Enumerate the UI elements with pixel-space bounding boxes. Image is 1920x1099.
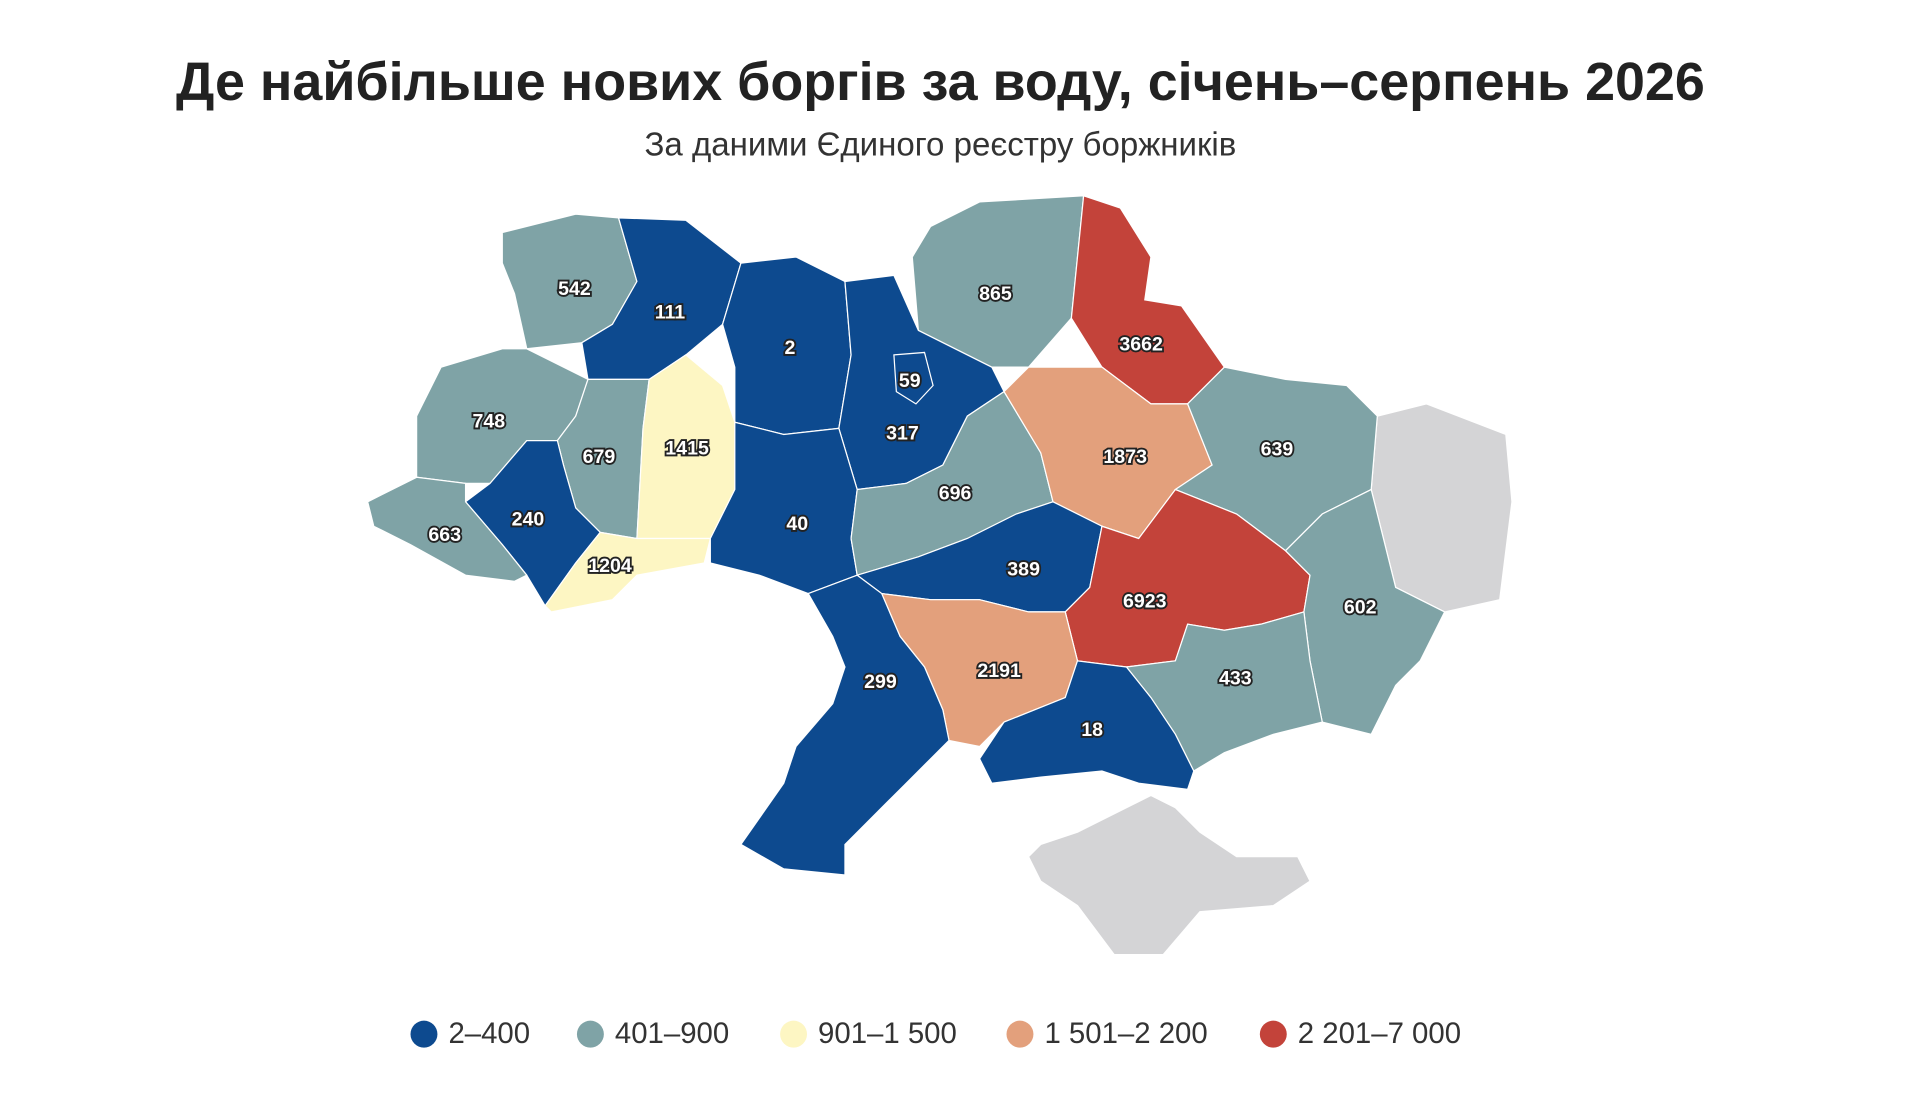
region <box>978 660 1195 791</box>
region-value-label: 6923 <box>1123 590 1167 612</box>
region-value-label: 639 <box>1261 439 1294 461</box>
legend-swatch <box>1006 1020 1034 1048</box>
legend-swatch <box>780 1020 808 1048</box>
region-value-label: 3662 <box>1119 333 1163 355</box>
legend-label: 2–400 <box>448 1017 530 1050</box>
region-value-label: 679 <box>583 446 616 468</box>
legend-swatch <box>410 1020 438 1048</box>
legend-label: 401–900 <box>615 1017 729 1050</box>
legend-label: 901–1 500 <box>818 1017 957 1050</box>
region-value-label: 433 <box>1219 667 1252 689</box>
region-value-label: 2191 <box>977 660 1021 682</box>
region-value-label: 663 <box>428 524 461 546</box>
region-value-label: 389 <box>1007 558 1040 580</box>
region-value-label: 18 <box>1081 719 1103 741</box>
region-value-label: 111 <box>655 301 686 323</box>
region-value-label: 696 <box>939 483 972 505</box>
region <box>893 351 934 405</box>
legend-swatch <box>576 1020 604 1048</box>
region-value-label: 1873 <box>1103 446 1147 468</box>
region-value-label: 865 <box>979 283 1012 305</box>
legend-swatch <box>1259 1020 1287 1048</box>
region-value-label: 602 <box>1344 596 1377 618</box>
region-value-label: 240 <box>512 508 545 530</box>
region-value-label: 748 <box>472 410 505 432</box>
legend: 2–400 401–900 901–1 500 1 501–2 200 2 201–7 … <box>410 1017 1461 1050</box>
no-data-region <box>1027 794 1311 956</box>
region <box>911 195 1085 368</box>
region-value-label: 299 <box>864 671 897 693</box>
region-value-label: 317 <box>886 423 919 445</box>
subtitle: За даними Єдиного реєстру боржників <box>644 127 1236 164</box>
region <box>366 476 528 582</box>
legend-label: 2 201–7 000 <box>1298 1017 1461 1050</box>
legend-label: 1 501–2 200 <box>1044 1017 1207 1050</box>
regions <box>366 194 1446 876</box>
region-labels: 542 111 2 865 3662 317 59 748 679 1415 240 663 1204 4… <box>427 276 1379 742</box>
region-value-label: 59 <box>899 370 921 392</box>
region <box>544 531 712 613</box>
region-value-label: 40 <box>786 513 808 535</box>
region-value-label: 2 <box>784 337 795 359</box>
region-value-label: 1204 <box>588 555 632 577</box>
region-value-label: 1415 <box>665 437 709 459</box>
region-value-label: 542 <box>558 278 591 300</box>
region <box>740 574 950 876</box>
title: Де найбільше нових боргів за воду, січен… <box>176 52 1705 112</box>
